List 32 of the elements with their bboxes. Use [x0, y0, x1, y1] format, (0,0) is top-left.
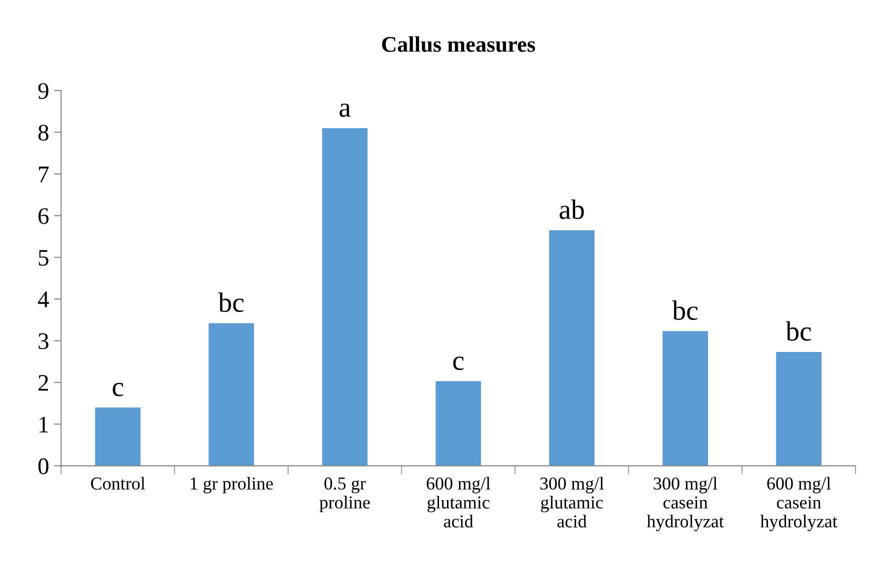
x-tick-label: 300 mg/l casein hydrolyzat	[646, 476, 724, 532]
y-tick-label: 3	[38, 333, 48, 350]
x-tick-label: 0.5 gr proline	[320, 477, 370, 512]
x-tick-label: 1 gr proline	[190, 476, 273, 494]
y-tick-label: 6	[38, 208, 49, 224]
data-label: bc	[218, 292, 244, 312]
x-tick-label: Control	[91, 476, 146, 490]
bar	[95, 407, 141, 466]
bar	[322, 128, 368, 466]
y-tick-label: 5	[38, 250, 48, 266]
data-label: a	[340, 104, 351, 117]
y-tick-label: 8	[38, 124, 48, 141]
data-label: ab	[560, 199, 584, 220]
bar	[662, 331, 708, 466]
x-tick-label: 600 mg/l glutamic acid	[426, 476, 490, 528]
bar	[208, 323, 254, 466]
data-label: c	[112, 382, 124, 396]
y-tick-label: 0	[38, 458, 48, 474]
bar	[436, 381, 482, 466]
bar	[549, 230, 595, 466]
bar	[776, 352, 822, 466]
data-label: bc	[786, 321, 812, 341]
y-tick-label: 2	[38, 374, 48, 391]
data-label: bc	[672, 300, 698, 320]
y-tick-label: 9	[38, 83, 48, 99]
y-tick-label: 1	[40, 416, 48, 432]
y-tick-label: 4	[38, 292, 49, 308]
chart-title: Callus measures	[382, 36, 536, 52]
y-tick-label: 7	[39, 166, 49, 182]
x-tick-label: 300 mg/l glutamic acid	[540, 476, 604, 528]
data-label: c	[453, 356, 464, 370]
x-tick-label: 600 mg/l casein hydrolyzat	[760, 476, 838, 532]
